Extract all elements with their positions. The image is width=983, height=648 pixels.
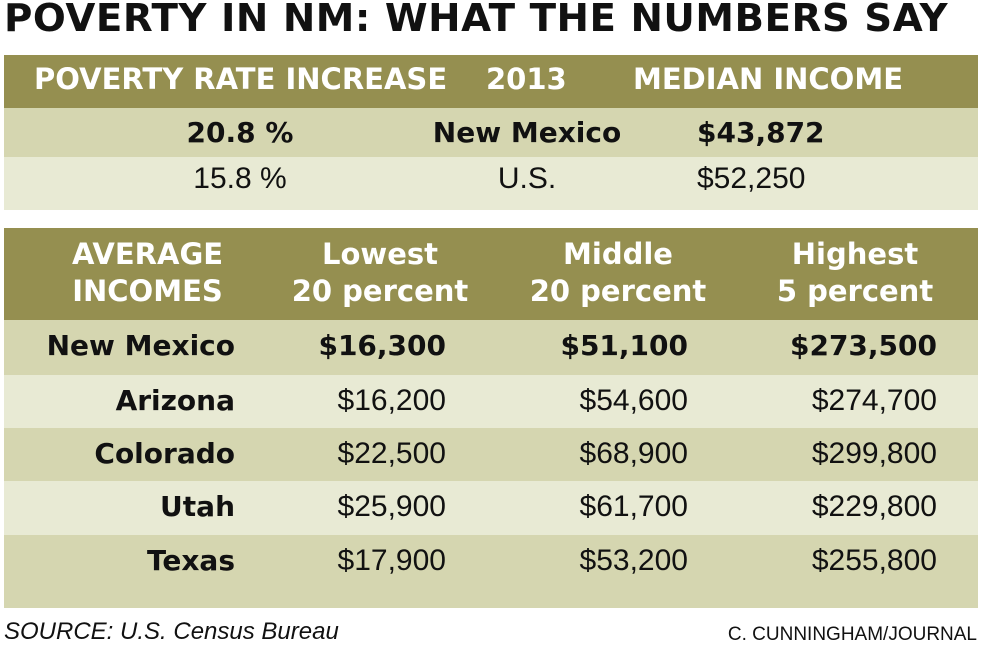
cell-highest: $255,800 (811, 544, 937, 577)
header-middle: Middle 20 percent (529, 237, 707, 308)
table-row (4, 481, 978, 535)
top-table-row (4, 108, 978, 157)
header-year: 2013 (486, 62, 567, 96)
cell-lowest: $25,900 (337, 490, 446, 523)
cell-middle: $54,600 (579, 384, 688, 417)
nm-income: $43,872 (697, 116, 825, 149)
cell-highest: $229,800 (811, 490, 937, 523)
table-row (4, 428, 978, 481)
cell-lowest: $17,900 (337, 544, 446, 577)
cell-state: New Mexico (46, 329, 235, 362)
top-table-row (4, 157, 978, 210)
table-row (4, 535, 978, 608)
cell-middle: $51,100 (560, 329, 688, 362)
us-income: $52,250 (697, 162, 806, 195)
cell-state: Texas (147, 544, 235, 577)
nm-place: New Mexico (432, 116, 622, 149)
header-average-incomes: AVERAGE INCOMES (71, 237, 224, 308)
cell-middle: $53,200 (579, 544, 688, 577)
header-highest: Highest 5 percent (776, 237, 934, 308)
cell-middle: $68,900 (579, 437, 688, 470)
cell-state: Colorado (94, 437, 235, 470)
us-place: U.S. (497, 162, 557, 195)
cell-lowest: $16,300 (318, 329, 446, 362)
page-title: POVERTY IN NM: WHAT THE NUMBERS SAY (4, 0, 949, 40)
header-lowest: Lowest 20 percent (291, 237, 469, 308)
cell-lowest: $16,200 (337, 384, 446, 417)
bottom-table-header (4, 228, 978, 320)
credit: C. CUNNINGHAM/JOURNAL (727, 624, 977, 645)
table-row (4, 320, 978, 375)
header-median-income: MEDIAN INCOME (633, 62, 904, 96)
cell-highest: $299,800 (811, 437, 937, 470)
cell-middle: $61,700 (579, 490, 688, 523)
cell-state: Arizona (115, 384, 235, 417)
header-poverty-rate: POVERTY RATE INCREASE (34, 62, 448, 96)
us-rate: 15.8 % (193, 162, 287, 195)
nm-rate: 20.8 % (186, 116, 294, 149)
table-row (4, 375, 978, 428)
cell-highest: $274,700 (811, 384, 937, 417)
cell-highest: $273,500 (789, 329, 937, 362)
cell-state: Utah (160, 490, 235, 523)
top-table-header (4, 55, 978, 108)
cell-lowest: $22,500 (337, 437, 446, 470)
source-note: SOURCE: U.S. Census Bureau (4, 618, 339, 645)
